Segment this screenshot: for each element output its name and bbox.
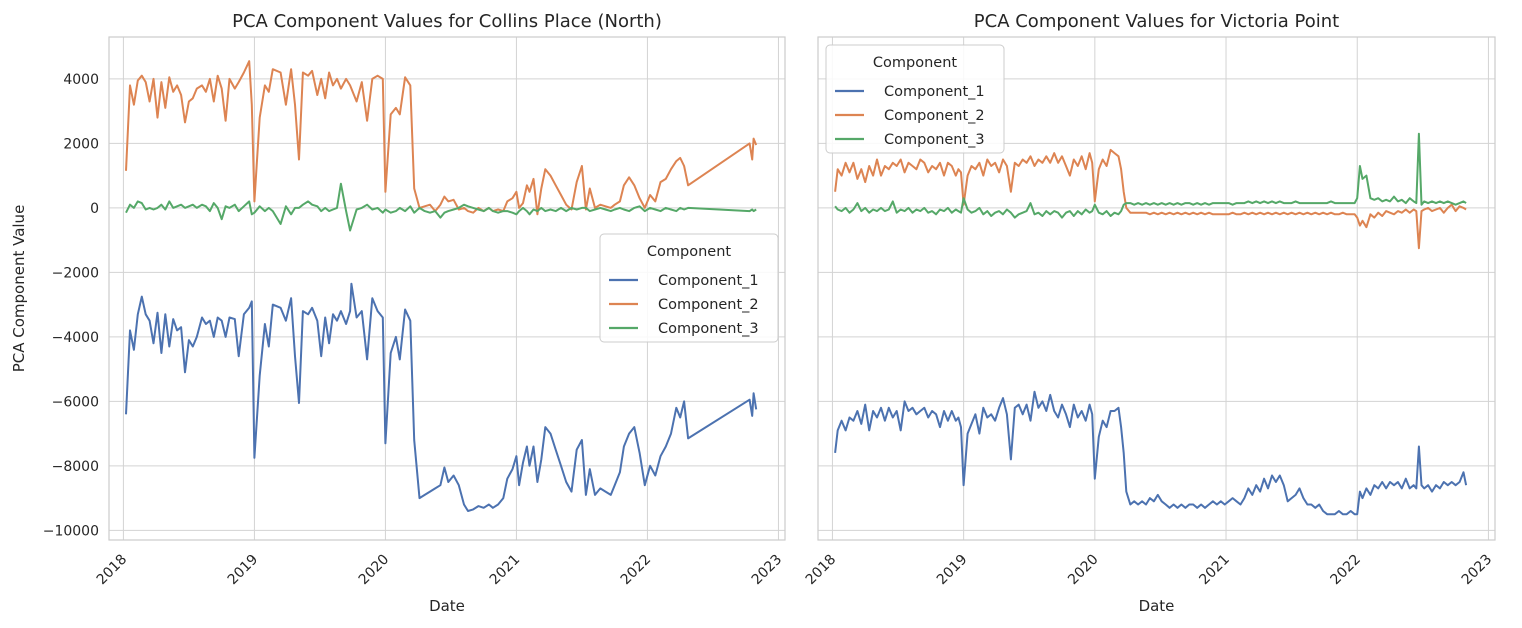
x-tick-label: 2021: [487, 552, 524, 589]
series-line-component-3: [125, 182, 757, 232]
legend-title: Component: [873, 55, 957, 71]
legend-item: Component_3: [609, 321, 759, 337]
legend: Component Component_1 Component_2 Component…: [825, 44, 1005, 154]
chart-panel-2: 2018 2019 2020 2021 2022 2023 PCA Component Va…: [803, 11, 1496, 615]
series-line-component-2: [834, 148, 1467, 250]
legend-box: [825, 44, 1005, 154]
series-line-component-3: [834, 132, 1467, 219]
series-line-component-2: [125, 60, 758, 216]
legend-item: Component_1: [609, 273, 759, 289]
axes-frame: [817, 36, 1496, 541]
x-tick-label: 2018: [803, 552, 840, 589]
x-tick-label: 2021: [1196, 552, 1233, 589]
y-axis-label: PCA Component Value: [10, 205, 28, 373]
x-tick-label: 2023: [749, 552, 786, 589]
chart-title: PCA Component Values for Victoria Point: [974, 11, 1339, 32]
legend-item: Component_3: [835, 132, 985, 148]
legend-item: Component_1: [835, 84, 985, 100]
x-tick-label: 2022: [1328, 552, 1365, 589]
x-tick-label: 2019: [934, 552, 971, 589]
x-tick-label: 2022: [618, 552, 655, 589]
chart-panel-1: 2018 2019 2020 2021 2022 2023 −10000 −8000 −6000…: [10, 11, 786, 615]
legend-box: [599, 233, 779, 343]
series-line-component-1: [125, 282, 758, 512]
y-tick-label: −10000: [43, 523, 99, 539]
y-tick-label: 0: [90, 201, 99, 217]
y-tick-label: 4000: [63, 72, 99, 88]
legend: Component Component_1 Component_2 Component…: [599, 233, 779, 343]
y-tick-label: −4000: [52, 330, 99, 346]
legend-item: Component_2: [835, 108, 985, 124]
x-tick-label: 2019: [225, 552, 262, 589]
y-tick-label: 2000: [63, 136, 99, 152]
gridlines: [818, 37, 1495, 540]
y-tick-label: −8000: [52, 459, 99, 475]
legend-label: Component_1: [884, 84, 985, 100]
legend-item: Component_2: [609, 297, 759, 313]
x-axis-label: Date: [429, 597, 465, 615]
x-tick-label: 2020: [1065, 552, 1102, 589]
y-tick-label: −6000: [52, 394, 99, 410]
y-tick-label: −2000: [52, 265, 99, 281]
legend-label: Component_1: [658, 273, 759, 289]
series-group: [834, 132, 1468, 516]
axes-frame: [108, 36, 786, 541]
legend-label: Component_2: [884, 108, 985, 124]
legend-label: Component_2: [658, 297, 759, 313]
x-tick-label: 2020: [356, 552, 393, 589]
chart-title: PCA Component Values for Collins Place (…: [232, 11, 662, 32]
legend-label: Component_3: [658, 321, 759, 337]
x-axis-label: Date: [1139, 597, 1175, 615]
series-line-component-1: [834, 390, 1468, 516]
legend-title: Component: [647, 244, 731, 260]
series-group: [125, 60, 758, 512]
x-tick-label: 2018: [94, 552, 131, 589]
legend-label: Component_3: [884, 132, 985, 148]
x-tick-label: 2023: [1459, 552, 1496, 589]
